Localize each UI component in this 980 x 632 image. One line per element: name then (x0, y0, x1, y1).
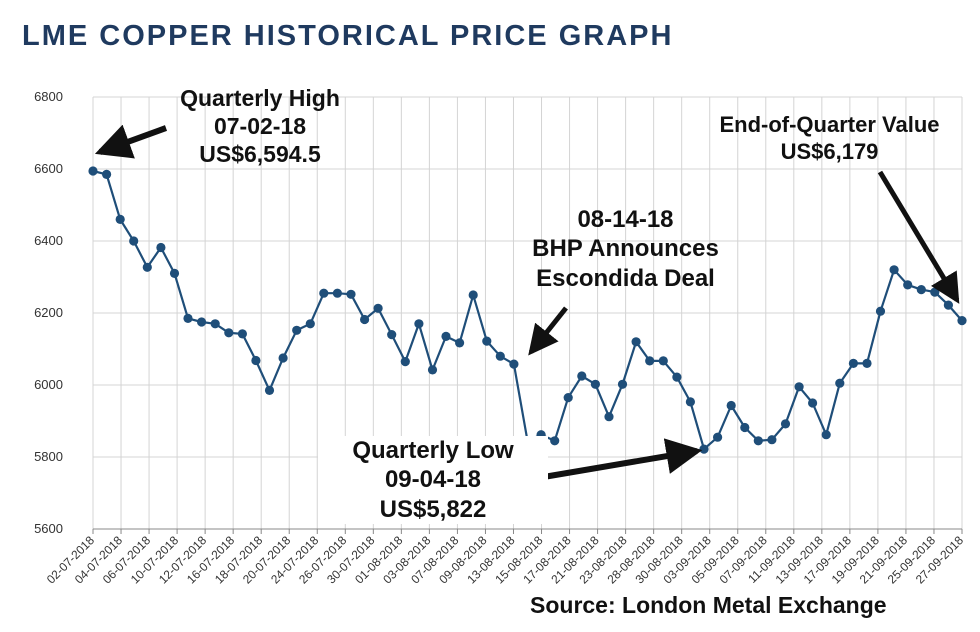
data-point (197, 317, 207, 327)
data-point (319, 288, 329, 298)
x-axis-ticks: 02-07-201804-07-201806-07-201810-07-2018… (44, 529, 966, 587)
annotation-line: 09-04-18 (384, 466, 482, 494)
data-point (740, 422, 750, 433)
data-point (957, 316, 967, 326)
data-point (129, 236, 139, 246)
data-point (862, 358, 872, 368)
data-point (332, 288, 342, 298)
data-point (848, 358, 859, 368)
bhp-escondida-arrow (528, 306, 568, 356)
data-point (916, 285, 926, 295)
y-tick-label: 6800 (34, 89, 63, 104)
annotation-quarterly-high: Quarterly High 07-02-18 US$6,594.5 (160, 84, 360, 168)
data-point (224, 328, 234, 338)
y-tick-label: 6200 (34, 305, 63, 320)
data-point (156, 242, 166, 253)
data-point (590, 379, 601, 389)
quarterly-high-arrow (94, 124, 168, 159)
data-point (672, 372, 682, 382)
data-point (292, 325, 302, 335)
data-point (767, 435, 777, 445)
data-point (278, 353, 288, 363)
data-point (414, 319, 424, 329)
y-tick-label: 6600 (34, 161, 63, 176)
annotation-line: Quarterly Low (352, 437, 514, 464)
data-point (794, 382, 804, 392)
data-point (903, 280, 913, 290)
data-point (88, 166, 98, 176)
data-point (753, 436, 763, 446)
data-point (387, 330, 397, 340)
annotation-arrows (94, 124, 960, 484)
data-point (943, 300, 954, 310)
data-point (617, 379, 628, 389)
data-point (400, 357, 410, 367)
annotation-line: 07-02-18 (213, 113, 307, 140)
data-point (577, 371, 587, 381)
annotation-line: Quarterly High (180, 85, 340, 111)
data-point (210, 319, 220, 329)
data-point (102, 169, 112, 179)
annotation-line: US$6,179 (780, 138, 879, 164)
y-tick-label: 6400 (34, 233, 63, 248)
data-point (360, 314, 370, 325)
source-note: Source: London Metal Exchange (530, 592, 887, 618)
y-tick-label: 5800 (34, 449, 63, 464)
data-point (780, 419, 791, 429)
data-point (875, 306, 886, 316)
data-point (237, 329, 247, 339)
annotation-line: 08-14-18 (577, 206, 674, 233)
data-point (685, 397, 696, 407)
data-point (808, 398, 818, 408)
data-point (563, 393, 573, 403)
data-point (183, 313, 193, 323)
data-point (441, 331, 451, 341)
data-point (509, 359, 519, 369)
y-axis-ticks: 5600 5800 6000 6200 6400 6600 6800 (34, 89, 63, 536)
data-point (713, 432, 723, 442)
annotation-line: BHP Announces (532, 235, 719, 263)
data-point (658, 356, 668, 366)
annotation-quarterly-low: Quarterly Low 09-04-18 US$5,822 (318, 436, 548, 524)
y-tick-label: 5600 (34, 521, 63, 536)
data-point (835, 378, 845, 388)
data-point (550, 436, 560, 446)
data-point (604, 412, 614, 422)
annotation-line: US$6,594.5 (199, 141, 321, 168)
data-point (115, 214, 125, 224)
data-point (889, 265, 899, 275)
data-point (373, 303, 383, 313)
quarterly-low-arrow (519, 438, 703, 484)
annotation-line: End-of-Quarter Value (719, 112, 940, 137)
data-point (142, 262, 152, 272)
data-point (455, 338, 465, 348)
data-point (468, 290, 478, 300)
end-of-quarter-arrow (877, 170, 960, 304)
data-point (305, 319, 315, 329)
data-point (427, 365, 438, 375)
data-point (821, 430, 831, 440)
data-point (264, 385, 275, 395)
data-point (930, 287, 940, 297)
data-point (726, 400, 736, 411)
price-series (88, 166, 967, 454)
annotation-bhp-escondida: 08-14-18 BHP Announces Escondida Deal (508, 205, 743, 293)
chart-title: LME COPPER HISTORICAL PRICE GRAPH (22, 20, 674, 52)
data-point (631, 337, 641, 347)
data-point (495, 351, 505, 361)
data-point (169, 268, 180, 278)
data-point (346, 289, 356, 299)
data-point (251, 355, 261, 366)
data-point (645, 356, 655, 366)
annotation-end-of-quarter: End-of-Quarter Value US$6,179 (687, 112, 972, 166)
annotation-line: Escondida Deal (536, 264, 715, 292)
data-point (699, 444, 709, 454)
annotation-line: US$5,822 (379, 495, 487, 523)
data-point (482, 336, 492, 346)
y-tick-label: 6000 (34, 377, 63, 392)
